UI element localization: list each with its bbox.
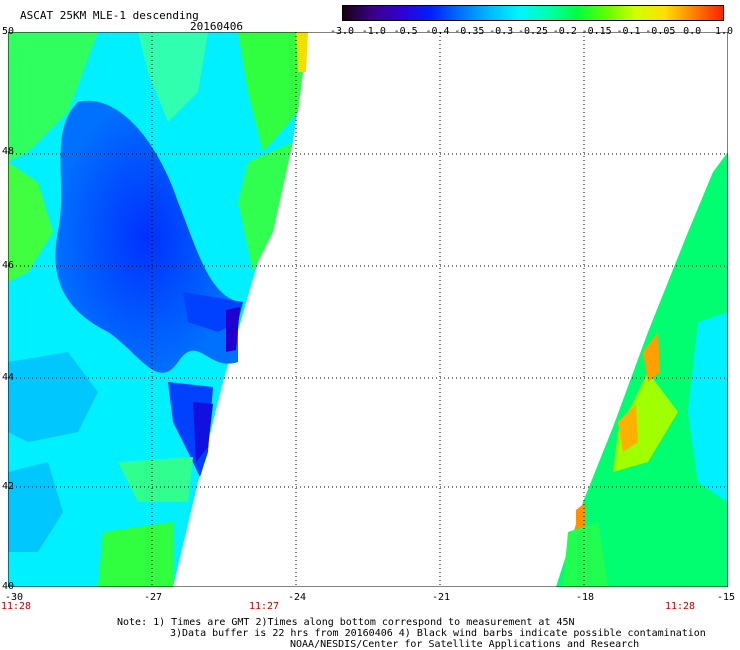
lon-label-minus30: -30	[4, 592, 24, 603]
lat-label-50: 50	[2, 26, 15, 37]
lon-label-minus18: -18	[575, 592, 595, 603]
note-line-3: NOAA/NESDIS/Center for Satellite Applica…	[290, 639, 640, 650]
right-swath	[556, 152, 728, 587]
time-label-middle: 11:27	[248, 601, 280, 612]
lat-label-42: 42	[2, 481, 15, 492]
lat-label-48: 48	[2, 146, 15, 157]
time-label-left: 11:28	[0, 601, 32, 612]
chart-date: 20160406	[190, 20, 243, 33]
chart-title: ASCAT 25KM MLE-1 descending	[20, 9, 199, 22]
note-line-2: 3)Data buffer is 22 hrs from 20160406 4)…	[170, 628, 706, 639]
lon-label-minus15: -15	[716, 592, 736, 603]
left-swath	[8, 32, 308, 587]
lon-label-minus27: -27	[143, 592, 163, 603]
colorbar	[342, 5, 724, 21]
note-line-1: Note: 1) Times are GMT 2)Times along bot…	[117, 617, 575, 628]
lon-label-minus24: -24	[287, 592, 307, 603]
lat-label-40: 40	[2, 581, 15, 592]
swath-map	[8, 32, 728, 587]
map-grid	[8, 32, 728, 587]
lat-label-46: 46	[2, 260, 15, 271]
time-label-right: 11:28	[664, 601, 696, 612]
lat-label-44: 44	[2, 372, 15, 383]
lon-label-minus21: -21	[431, 592, 451, 603]
